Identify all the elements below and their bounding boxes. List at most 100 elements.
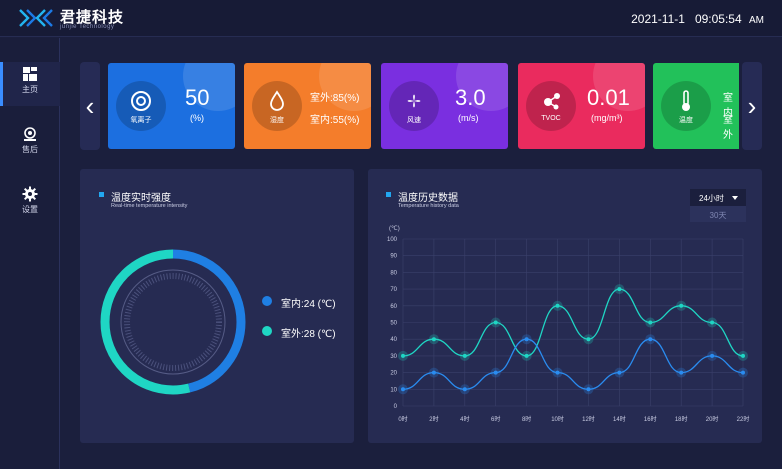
history-subtitle: Temperature history data bbox=[398, 203, 459, 209]
data-point bbox=[493, 370, 498, 375]
x-tick-label: 14时 bbox=[613, 415, 626, 423]
inner-ring bbox=[120, 269, 226, 375]
sidebar-item-label: 主页 bbox=[22, 85, 38, 94]
y-tick-label: 0 bbox=[394, 404, 398, 410]
x-tick-label: 6时 bbox=[491, 415, 500, 423]
range-select[interactable]: 24小时 bbox=[690, 189, 746, 206]
card-label: 氧离子 bbox=[130, 117, 152, 124]
data-point bbox=[648, 320, 653, 325]
y-tick-label: 10 bbox=[390, 387, 397, 393]
sidebar-item-home[interactable]: 主页 bbox=[0, 62, 60, 106]
x-tick-label: 2时 bbox=[429, 415, 438, 423]
data-point bbox=[741, 353, 745, 358]
card-humidity[interactable]: 湿度 室外:85(%) 室内:55(%) bbox=[244, 63, 371, 149]
time-text: 09:05:54 bbox=[694, 12, 742, 26]
sidebar-item-support[interactable]: 售后 bbox=[0, 122, 60, 166]
data-point bbox=[401, 387, 405, 392]
temperature-ring bbox=[100, 249, 246, 395]
indoor-legend-label: 室内:24 (℃) bbox=[281, 299, 336, 310]
series-line-1 bbox=[402, 338, 744, 390]
x-tick-label: 4时 bbox=[460, 415, 469, 423]
carousel-prev-button[interactable]: ‹ bbox=[80, 62, 100, 150]
sidebar-item-label: 售后 bbox=[22, 145, 38, 154]
clock: 2021-11-1 09:05:54 AM bbox=[631, 12, 764, 26]
x-tick-label: 20时 bbox=[706, 415, 719, 423]
realtime-panel bbox=[80, 169, 354, 443]
data-point bbox=[431, 337, 436, 342]
home-icon bbox=[23, 67, 37, 81]
y-tick-label: 90 bbox=[390, 254, 397, 260]
data-point bbox=[462, 353, 467, 358]
y-tick-label: 60 bbox=[390, 304, 397, 310]
card-label: 风速 bbox=[407, 117, 421, 124]
card-ion[interactable]: 氧离子 50 (%) bbox=[108, 63, 235, 149]
data-point bbox=[524, 337, 529, 342]
card-indoor-line: 室内 bbox=[723, 93, 733, 119]
data-point bbox=[679, 370, 684, 375]
outdoor-legend-dot bbox=[262, 326, 272, 336]
top-bar: 君捷科技 junjie Technology 2021-11-1 09:05:5… bbox=[0, 0, 782, 37]
y-tick-label: 70 bbox=[390, 287, 397, 293]
data-point bbox=[524, 353, 529, 358]
card-tvoc[interactable]: TVOC 0.01 (mg/m³) bbox=[518, 63, 645, 149]
data-point bbox=[617, 370, 622, 375]
y-tick-label: 80 bbox=[390, 270, 397, 276]
x-tick-label: 0时 bbox=[398, 415, 407, 423]
x-tick-label: 8时 bbox=[522, 415, 531, 423]
brand-subtitle: junjie Technology bbox=[60, 24, 115, 30]
sidebar-item-settings[interactable]: 设置 bbox=[0, 182, 60, 226]
carousel-next-button[interactable]: › bbox=[742, 62, 762, 150]
card-icon-disk: 湿度 bbox=[252, 81, 302, 131]
thermometer-icon bbox=[682, 90, 690, 111]
outdoor-legend-label: 室外:28 (℃) bbox=[281, 329, 336, 340]
y-tick-label: 50 bbox=[390, 321, 397, 327]
chevron-down-icon bbox=[732, 196, 738, 200]
card-icon-disk: 温度 bbox=[661, 81, 711, 131]
card-unit: (mg/m³) bbox=[591, 113, 623, 123]
card-value: 0.01 bbox=[587, 85, 630, 110]
logo-icon bbox=[19, 9, 53, 27]
gear-icon bbox=[22, 186, 38, 202]
card-wind[interactable]: 风速 3.0 (m/s) bbox=[381, 63, 508, 149]
card-value: 3.0 bbox=[455, 85, 486, 110]
data-point bbox=[431, 370, 436, 375]
chevron-right-icon: › bbox=[747, 91, 757, 121]
metric-carousel: ‹ 氧离子 50 (%) 湿度 室外:85(%) 室内 bbox=[80, 62, 762, 150]
data-point bbox=[586, 337, 591, 342]
card-indoor-line: 室内:55(%) bbox=[310, 115, 360, 126]
card-label: 温度 bbox=[679, 117, 693, 124]
data-point bbox=[401, 353, 405, 358]
ampm-text: AM bbox=[749, 15, 764, 26]
data-point bbox=[648, 337, 653, 342]
data-point bbox=[741, 370, 745, 375]
data-point bbox=[555, 370, 560, 375]
card-icon-disk: 风速 bbox=[389, 81, 439, 131]
history-line-chart: (℃) 0 10 20 30 40 50 60 70 80 90 100 0时 2时 4时 6时 8时 10时 12… bbox=[387, 226, 749, 423]
ion-icon bbox=[131, 91, 151, 111]
card-unit: (m/s) bbox=[458, 113, 479, 123]
card-outdoor-line: 室外 bbox=[723, 115, 733, 141]
date-text: 2021-11-1 bbox=[631, 12, 685, 26]
data-point bbox=[710, 320, 715, 325]
data-point bbox=[586, 387, 591, 392]
x-tick-label: 16时 bbox=[644, 415, 657, 423]
history-title: 温度历史数据 bbox=[386, 189, 458, 204]
data-point bbox=[462, 387, 467, 392]
card-unit: (%) bbox=[190, 113, 204, 123]
y-tick-label: 100 bbox=[387, 237, 398, 243]
tick-ring bbox=[124, 273, 222, 371]
card-icon-disk: 氧离子 bbox=[116, 81, 166, 131]
fan-icon bbox=[407, 94, 421, 108]
card-temperature[interactable]: 温度 室内 室外 bbox=[653, 63, 739, 149]
card-outdoor-line: 室外:85(%) bbox=[310, 93, 360, 104]
range-option[interactable]: 30天 bbox=[690, 206, 746, 222]
drop-icon bbox=[270, 90, 284, 111]
card-value: 50 bbox=[185, 85, 210, 110]
data-point bbox=[679, 303, 684, 308]
y-tick-label: 20 bbox=[390, 371, 397, 377]
realtime-title: 温度实时强度 bbox=[99, 189, 171, 204]
data-point bbox=[493, 320, 498, 325]
range-selected-label: 24小时 bbox=[699, 194, 724, 203]
card-icon-disk: TVOC bbox=[526, 81, 576, 131]
y-tick-label: 40 bbox=[390, 337, 397, 343]
